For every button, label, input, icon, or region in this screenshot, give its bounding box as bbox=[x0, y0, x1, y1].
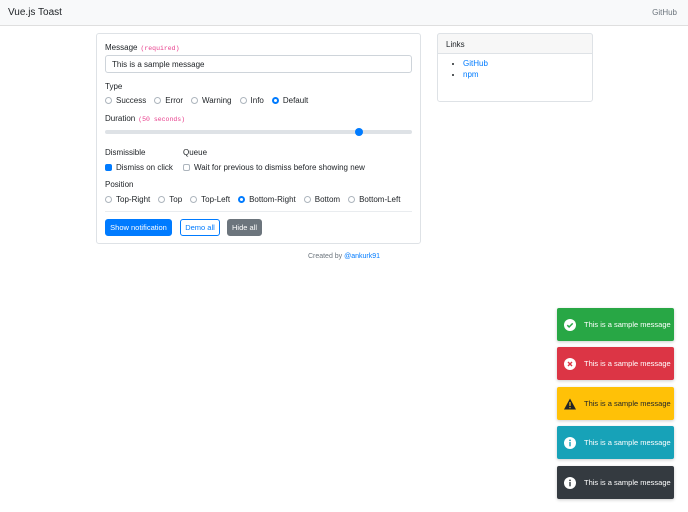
github-nav-link[interactable]: GitHub bbox=[652, 8, 677, 17]
radio-option[interactable]: Bottom-Left bbox=[348, 195, 400, 204]
radio[interactable] bbox=[191, 97, 199, 104]
message-label-row: Message (required) bbox=[105, 43, 179, 52]
radio-option[interactable]: Top-Right bbox=[105, 195, 150, 204]
radio-option[interactable]: Bottom bbox=[303, 195, 341, 204]
duration-label-row: Duration (50 seconds) bbox=[105, 114, 185, 123]
type-label: Type bbox=[105, 82, 123, 91]
toast-message: This is a sample message bbox=[584, 320, 671, 329]
toast-message: This is a sample message bbox=[584, 438, 671, 447]
brand[interactable]: Vue.js Toast bbox=[8, 7, 62, 18]
radio-option[interactable]: Error bbox=[154, 96, 183, 105]
radio[interactable] bbox=[238, 196, 246, 203]
radio-label: Bottom bbox=[314, 195, 341, 204]
radio-option[interactable]: Default bbox=[271, 96, 309, 105]
radio[interactable] bbox=[348, 196, 356, 203]
radio-label: Top-Right bbox=[116, 195, 151, 204]
dismissible-option[interactable]: Dismiss on click bbox=[105, 163, 173, 172]
footer: Created by @ankurk91 bbox=[0, 253, 688, 260]
radio-option[interactable]: Top-Left bbox=[190, 195, 230, 204]
link-item: npm bbox=[463, 69, 488, 80]
toast[interactable]: This is a sample message bbox=[557, 308, 674, 341]
message-input[interactable]: This is a sample message bbox=[105, 55, 412, 73]
toast[interactable]: This is a sample message bbox=[557, 466, 674, 499]
position-label: Position bbox=[105, 180, 134, 189]
toast[interactable]: This is a sample message bbox=[557, 347, 674, 380]
toast-icon bbox=[564, 357, 576, 370]
toast-icon bbox=[564, 398, 576, 409]
links-list: GitHub npm bbox=[437, 58, 488, 80]
toast-icon bbox=[564, 436, 576, 449]
toast-message: This is a sample message bbox=[584, 399, 671, 408]
radio-option[interactable]: Info bbox=[239, 96, 264, 105]
author-link[interactable]: @ankurk91 bbox=[344, 253, 381, 260]
radio-label: Error bbox=[165, 96, 184, 105]
radio-option[interactable]: Warning bbox=[191, 96, 232, 105]
message-hint: (required) bbox=[140, 45, 180, 52]
position-options: Top-Right Top Top-Left Bottom-Right Bottom Bo… bbox=[105, 195, 408, 204]
footer-text: Created by bbox=[307, 253, 343, 260]
radio[interactable] bbox=[154, 97, 162, 104]
link-item: GitHub bbox=[463, 58, 488, 69]
link[interactable]: GitHub bbox=[463, 59, 488, 68]
radio-label: Info bbox=[250, 96, 264, 105]
navbar bbox=[0, 0, 688, 26]
queue-option[interactable]: Wait for previous to dismiss before show… bbox=[183, 163, 365, 172]
radio[interactable] bbox=[105, 196, 112, 203]
duration-slider-thumb[interactable] bbox=[355, 128, 363, 136]
radio[interactable] bbox=[190, 196, 198, 203]
radio-label: Bottom-Left bbox=[359, 195, 401, 204]
type-options: Success Error Warning Info Default bbox=[105, 96, 316, 105]
radio-label: Top-Left bbox=[201, 195, 231, 204]
toast-message: This is a sample message bbox=[584, 359, 671, 368]
duration-hint: (50 seconds) bbox=[138, 116, 186, 123]
checkbox[interactable] bbox=[183, 164, 190, 171]
show-notification-button[interactable]: Show notification bbox=[105, 219, 172, 236]
checkbox[interactable] bbox=[105, 164, 112, 171]
radio[interactable] bbox=[239, 97, 247, 104]
links-title: Links bbox=[437, 33, 593, 54]
toast[interactable]: This is a sample message bbox=[557, 387, 674, 420]
radio-option[interactable]: Success bbox=[105, 96, 146, 105]
toast[interactable]: This is a sample message bbox=[557, 426, 674, 459]
message-label: Message bbox=[105, 43, 138, 52]
form-card bbox=[96, 33, 421, 244]
dismissible-text: Dismiss on click bbox=[116, 163, 173, 172]
radio-option[interactable]: Top bbox=[158, 195, 182, 204]
demo-all-button[interactable]: Demo all bbox=[180, 219, 220, 236]
queue-text: Wait for previous to dismiss before show… bbox=[194, 163, 365, 172]
divider bbox=[105, 211, 412, 212]
hide-all-button[interactable]: Hide all bbox=[227, 219, 262, 236]
duration-label: Duration bbox=[105, 114, 136, 123]
radio-option[interactable]: Bottom-Right bbox=[238, 195, 296, 204]
radio[interactable] bbox=[105, 97, 112, 104]
radio-label: Success bbox=[116, 96, 147, 105]
radio[interactable] bbox=[303, 196, 311, 203]
radio-label: Bottom-Right bbox=[249, 195, 296, 204]
radio-label: Warning bbox=[202, 96, 232, 105]
link[interactable]: npm bbox=[463, 70, 479, 79]
radio[interactable] bbox=[271, 97, 279, 104]
dismissible-label: Dismissible bbox=[105, 148, 146, 157]
toast-message: This is a sample message bbox=[584, 478, 671, 487]
radio-label: Default bbox=[282, 96, 309, 105]
radio-label: Top bbox=[169, 195, 183, 204]
duration-slider[interactable] bbox=[105, 130, 412, 134]
toast-icon bbox=[564, 318, 576, 331]
toast-icon bbox=[564, 476, 576, 489]
queue-label: Queue bbox=[183, 148, 208, 157]
radio[interactable] bbox=[158, 196, 166, 203]
